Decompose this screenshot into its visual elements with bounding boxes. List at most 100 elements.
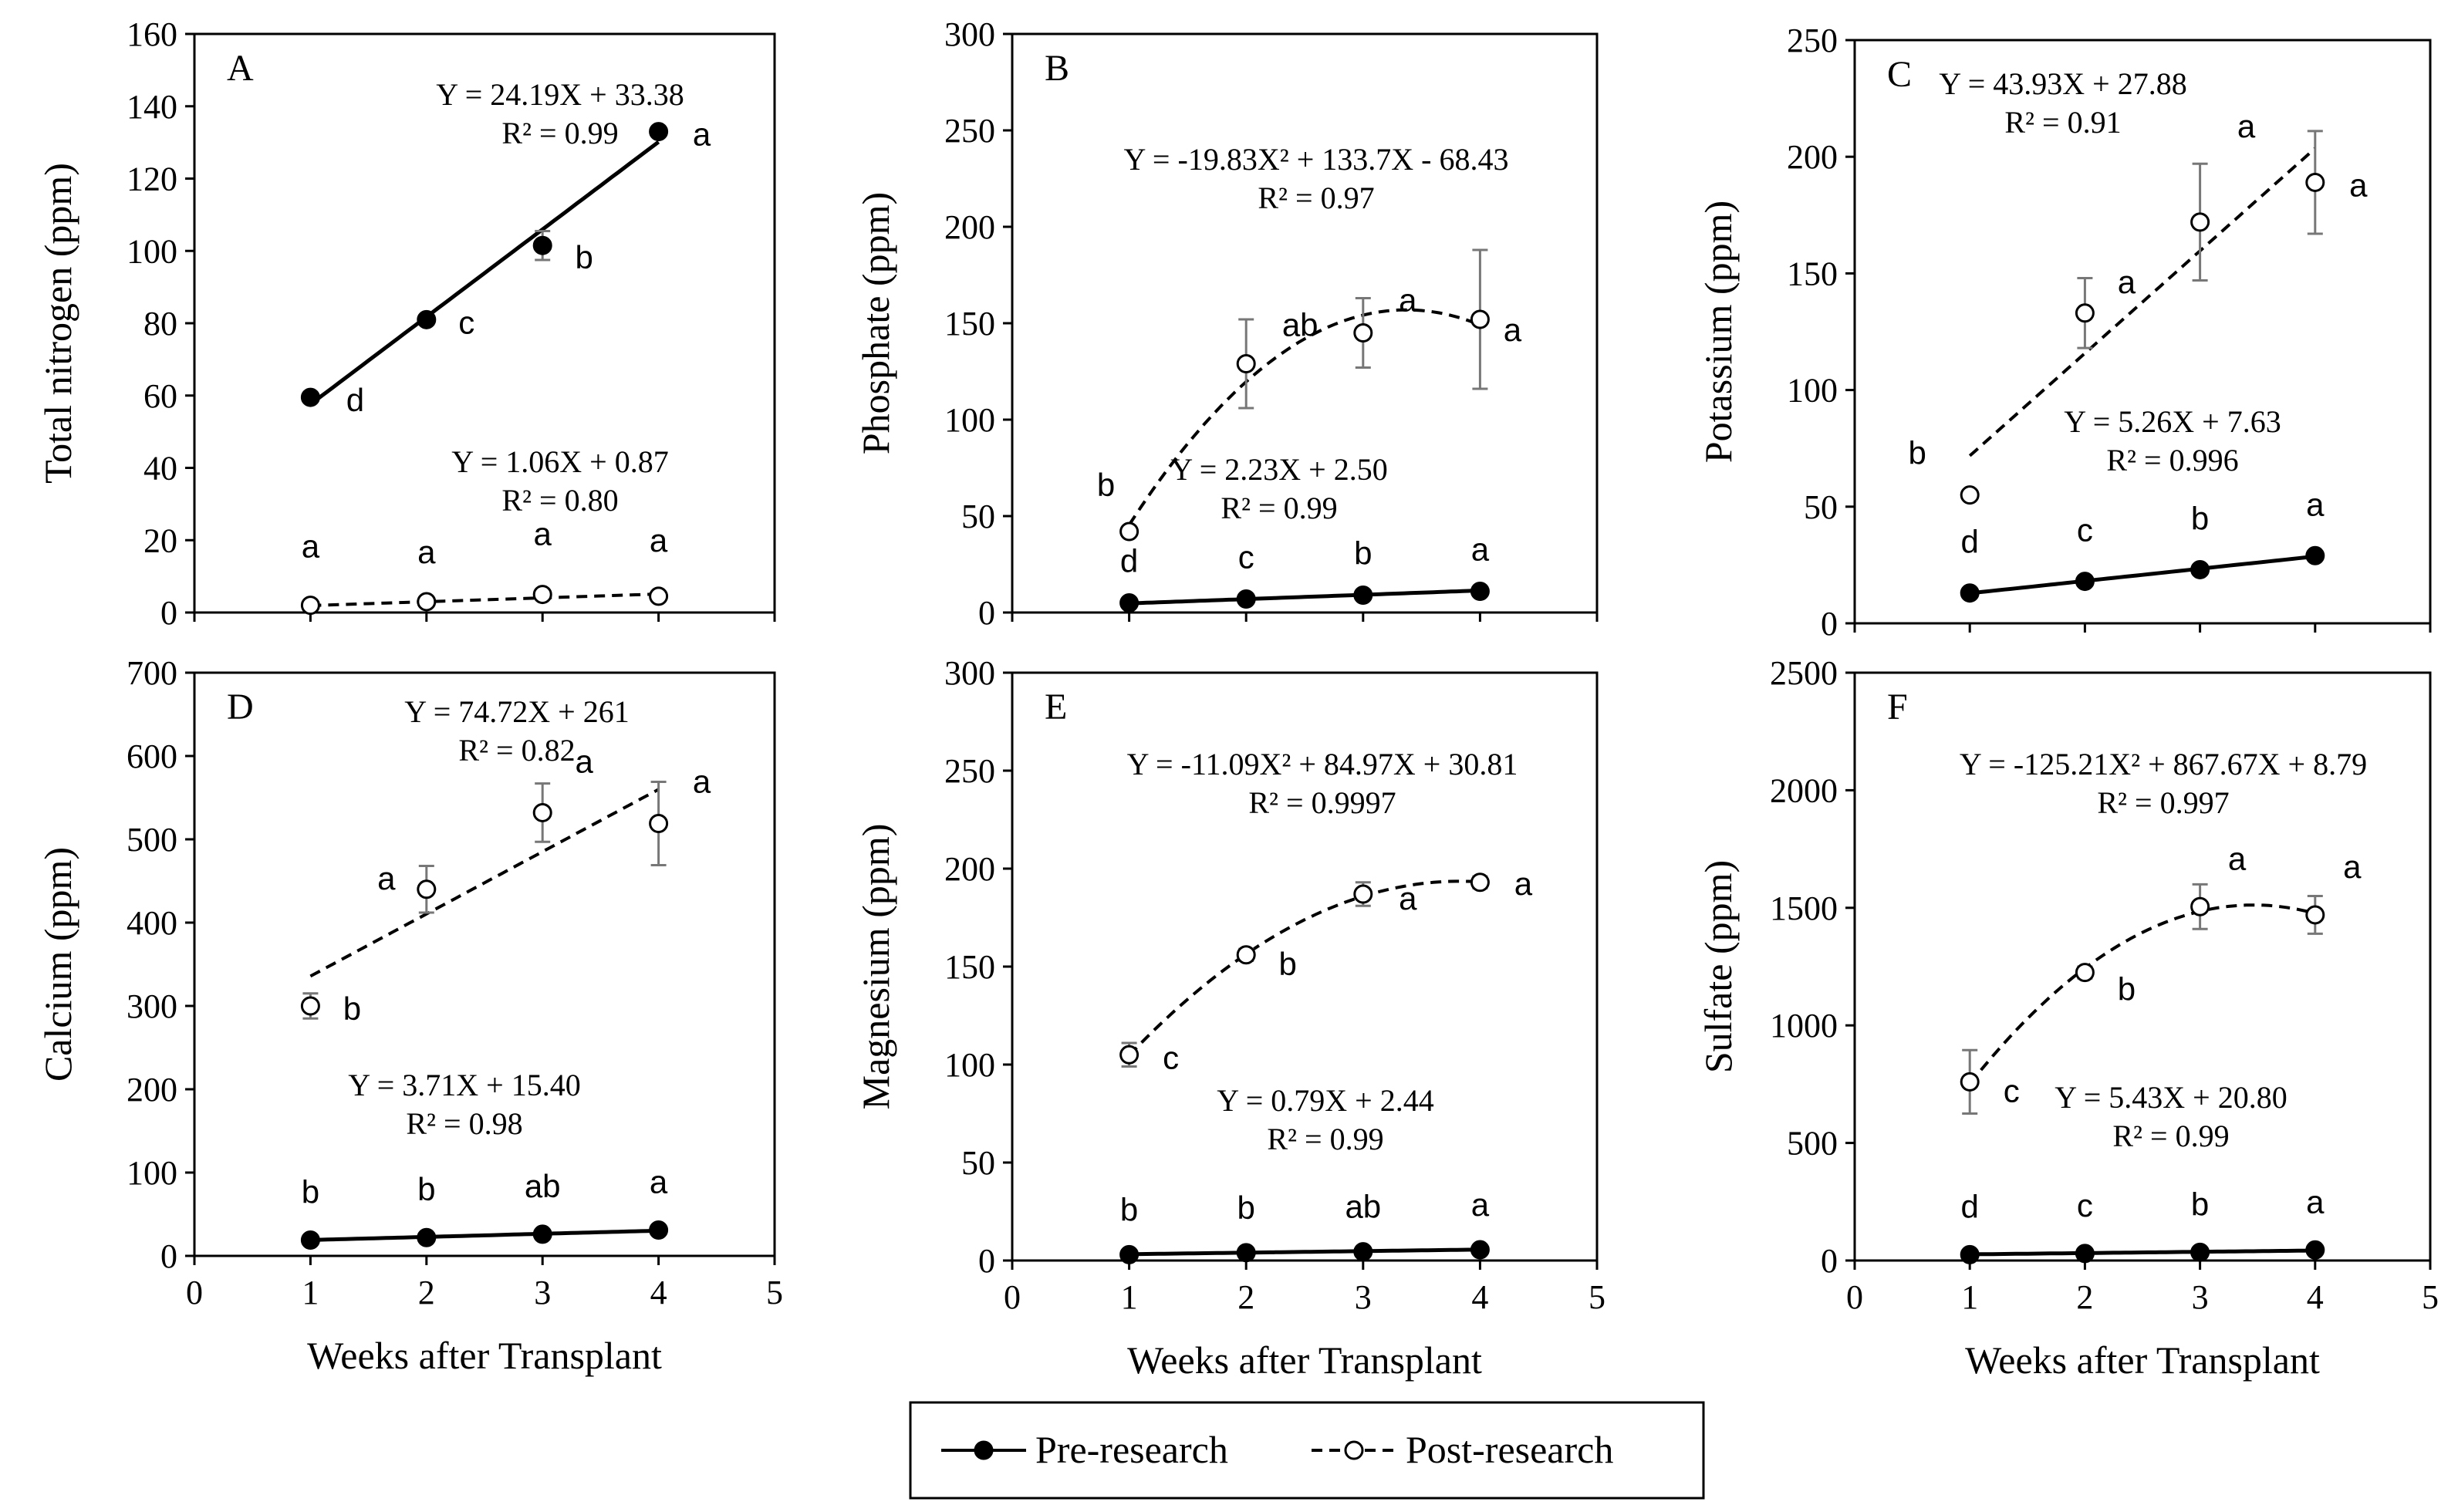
y-tick-label: 0	[1821, 1242, 1838, 1280]
pre-sig-letter: a	[1471, 1186, 1490, 1223]
post-point	[1236, 945, 1256, 965]
pre-sig-letter: d	[1961, 524, 1979, 560]
post-point	[417, 592, 437, 612]
pre-sig-letter: ab	[525, 1168, 561, 1204]
panel-E: 0 50 100 150 200 250 300 0 1 2 3 4 5 Weeks after Tran…	[854, 654, 1605, 1382]
y-tick-label: 0	[160, 594, 177, 632]
y-tick-label: 160	[127, 15, 177, 53]
pre-sig-letter: d	[1961, 1188, 1979, 1224]
y-tick-label: 400	[127, 904, 177, 942]
pre-r-squared: R² = 0.99	[1267, 1122, 1383, 1156]
post-sig-letter: b	[343, 991, 361, 1027]
post-sig-letter: a	[2237, 108, 2256, 144]
pre-point	[417, 309, 437, 329]
post-point	[1119, 521, 1140, 542]
pre-point	[649, 1220, 669, 1240]
y-tick-label: 2000	[1770, 771, 1838, 809]
pre-sig-letter: c	[2077, 1187, 2093, 1223]
y-tick-label: 120	[127, 160, 177, 198]
y-tick-label: 50	[1804, 488, 1838, 526]
post-point	[2075, 303, 2095, 323]
y-tick-label: 0	[978, 594, 995, 632]
pre-point	[417, 1227, 437, 1247]
post-point	[1960, 485, 1980, 505]
post-sig-letter: b	[1909, 435, 1926, 471]
legend-post-label: Post-research	[1406, 1428, 1613, 1471]
pre-fit-line	[309, 140, 660, 407]
y-tick-label: 40	[143, 450, 177, 488]
panel-letter: D	[227, 687, 254, 727]
x-tick-label: 2	[418, 1274, 435, 1311]
y-tick-label: 500	[127, 821, 177, 859]
post-point	[1236, 354, 1256, 373]
post-fit-line	[1968, 903, 2316, 1085]
pre-sig-letter: b	[2191, 500, 2209, 536]
post-sig-letter: ab	[1282, 307, 1318, 343]
pre-sig-letter: b	[576, 239, 593, 275]
panel-A: 0 20 40 60 80 100 120 140 160 Total nitrogen (ppm…	[36, 15, 776, 632]
pre-sig-letter: b	[1354, 535, 1372, 572]
y-tick-label: 250	[944, 752, 995, 790]
x-tick-label: 0	[1846, 1278, 1863, 1316]
post-sig-letter: c	[1163, 1039, 1179, 1075]
x-tick-label: 0	[186, 1274, 203, 1311]
pre-sig-letter: b	[1120, 1191, 1138, 1227]
y-axis-label: Magnesium (ppm)	[854, 824, 897, 1110]
y-axis-label: Sulfate (ppm)	[1697, 860, 1740, 1073]
x-tick-label: 0	[1004, 1278, 1021, 1316]
post-point	[417, 879, 437, 899]
legend-box	[909, 1401, 1705, 1500]
y-tick-label: 300	[944, 15, 995, 53]
post-point	[649, 813, 669, 833]
pre-point	[532, 1224, 552, 1244]
y-tick-label: 250	[1787, 22, 1838, 59]
pre-equation: Y = 0.79X + 2.44	[1217, 1083, 1433, 1118]
pre-sig-letter: c	[2077, 512, 2093, 548]
y-tick-label: 150	[944, 948, 995, 986]
pre-point	[532, 235, 552, 255]
pre-point	[2075, 1244, 2095, 1264]
panel-D: 0 100 200 300 400 500 600 700 0 1 2 3 4 5 Weeks after …	[36, 654, 783, 1377]
post-point	[300, 996, 320, 1016]
x-tick-label: 4	[650, 1274, 667, 1311]
pre-point	[2190, 1242, 2210, 1262]
pre-point	[1470, 1240, 1490, 1260]
panel-letter: C	[1887, 54, 1912, 95]
pre-point	[2075, 572, 2095, 592]
post-fit-line	[1128, 879, 1481, 1057]
pre-fit-line	[1970, 1248, 2315, 1257]
pre-sig-letter: a	[2306, 486, 2325, 522]
legend: Pre-research Post-research	[909, 1401, 1705, 1500]
post-equation: Y = 74.72X + 261	[404, 694, 629, 729]
post-r-squared: R² = 0.82	[458, 733, 575, 768]
pre-equation: Y = 24.19X + 33.38	[436, 77, 684, 112]
y-tick-label: 140	[127, 88, 177, 126]
x-tick-label: 1	[302, 1274, 319, 1311]
post-sig-letter: b	[1279, 946, 1297, 982]
y-tick-label: 300	[944, 654, 995, 692]
pre-point	[2305, 1240, 2325, 1260]
post-sig-letter: a	[2343, 849, 2362, 885]
post-sig-letter: a	[377, 860, 396, 896]
pre-r-squared: R² = 0.996	[2106, 443, 2238, 478]
plot-frame	[193, 671, 776, 1257]
x-axis-label: Weeks after Transplant	[307, 1334, 662, 1377]
pre-sig-letter: b	[302, 1173, 319, 1210]
post-fit-line	[309, 788, 660, 978]
pre-r-squared: R² = 0.99	[1221, 491, 1337, 525]
post-sig-letter: a	[1504, 312, 1522, 348]
x-tick-label: 2	[1237, 1278, 1254, 1316]
post-point	[2190, 896, 2210, 916]
x-tick-label: 3	[534, 1274, 551, 1311]
y-tick-label: 0	[1821, 605, 1838, 643]
y-tick-label: 1000	[1770, 1007, 1838, 1045]
pre-point	[2190, 559, 2210, 579]
pre-equation: Y = 3.71X + 15.40	[348, 1068, 580, 1102]
y-axis-label: Calcium (ppm)	[36, 847, 79, 1082]
y-tick-label: 20	[143, 521, 177, 559]
pre-point	[300, 387, 320, 407]
pre-sig-letter: c	[458, 304, 474, 340]
y-tick-label: 100	[944, 1046, 995, 1084]
